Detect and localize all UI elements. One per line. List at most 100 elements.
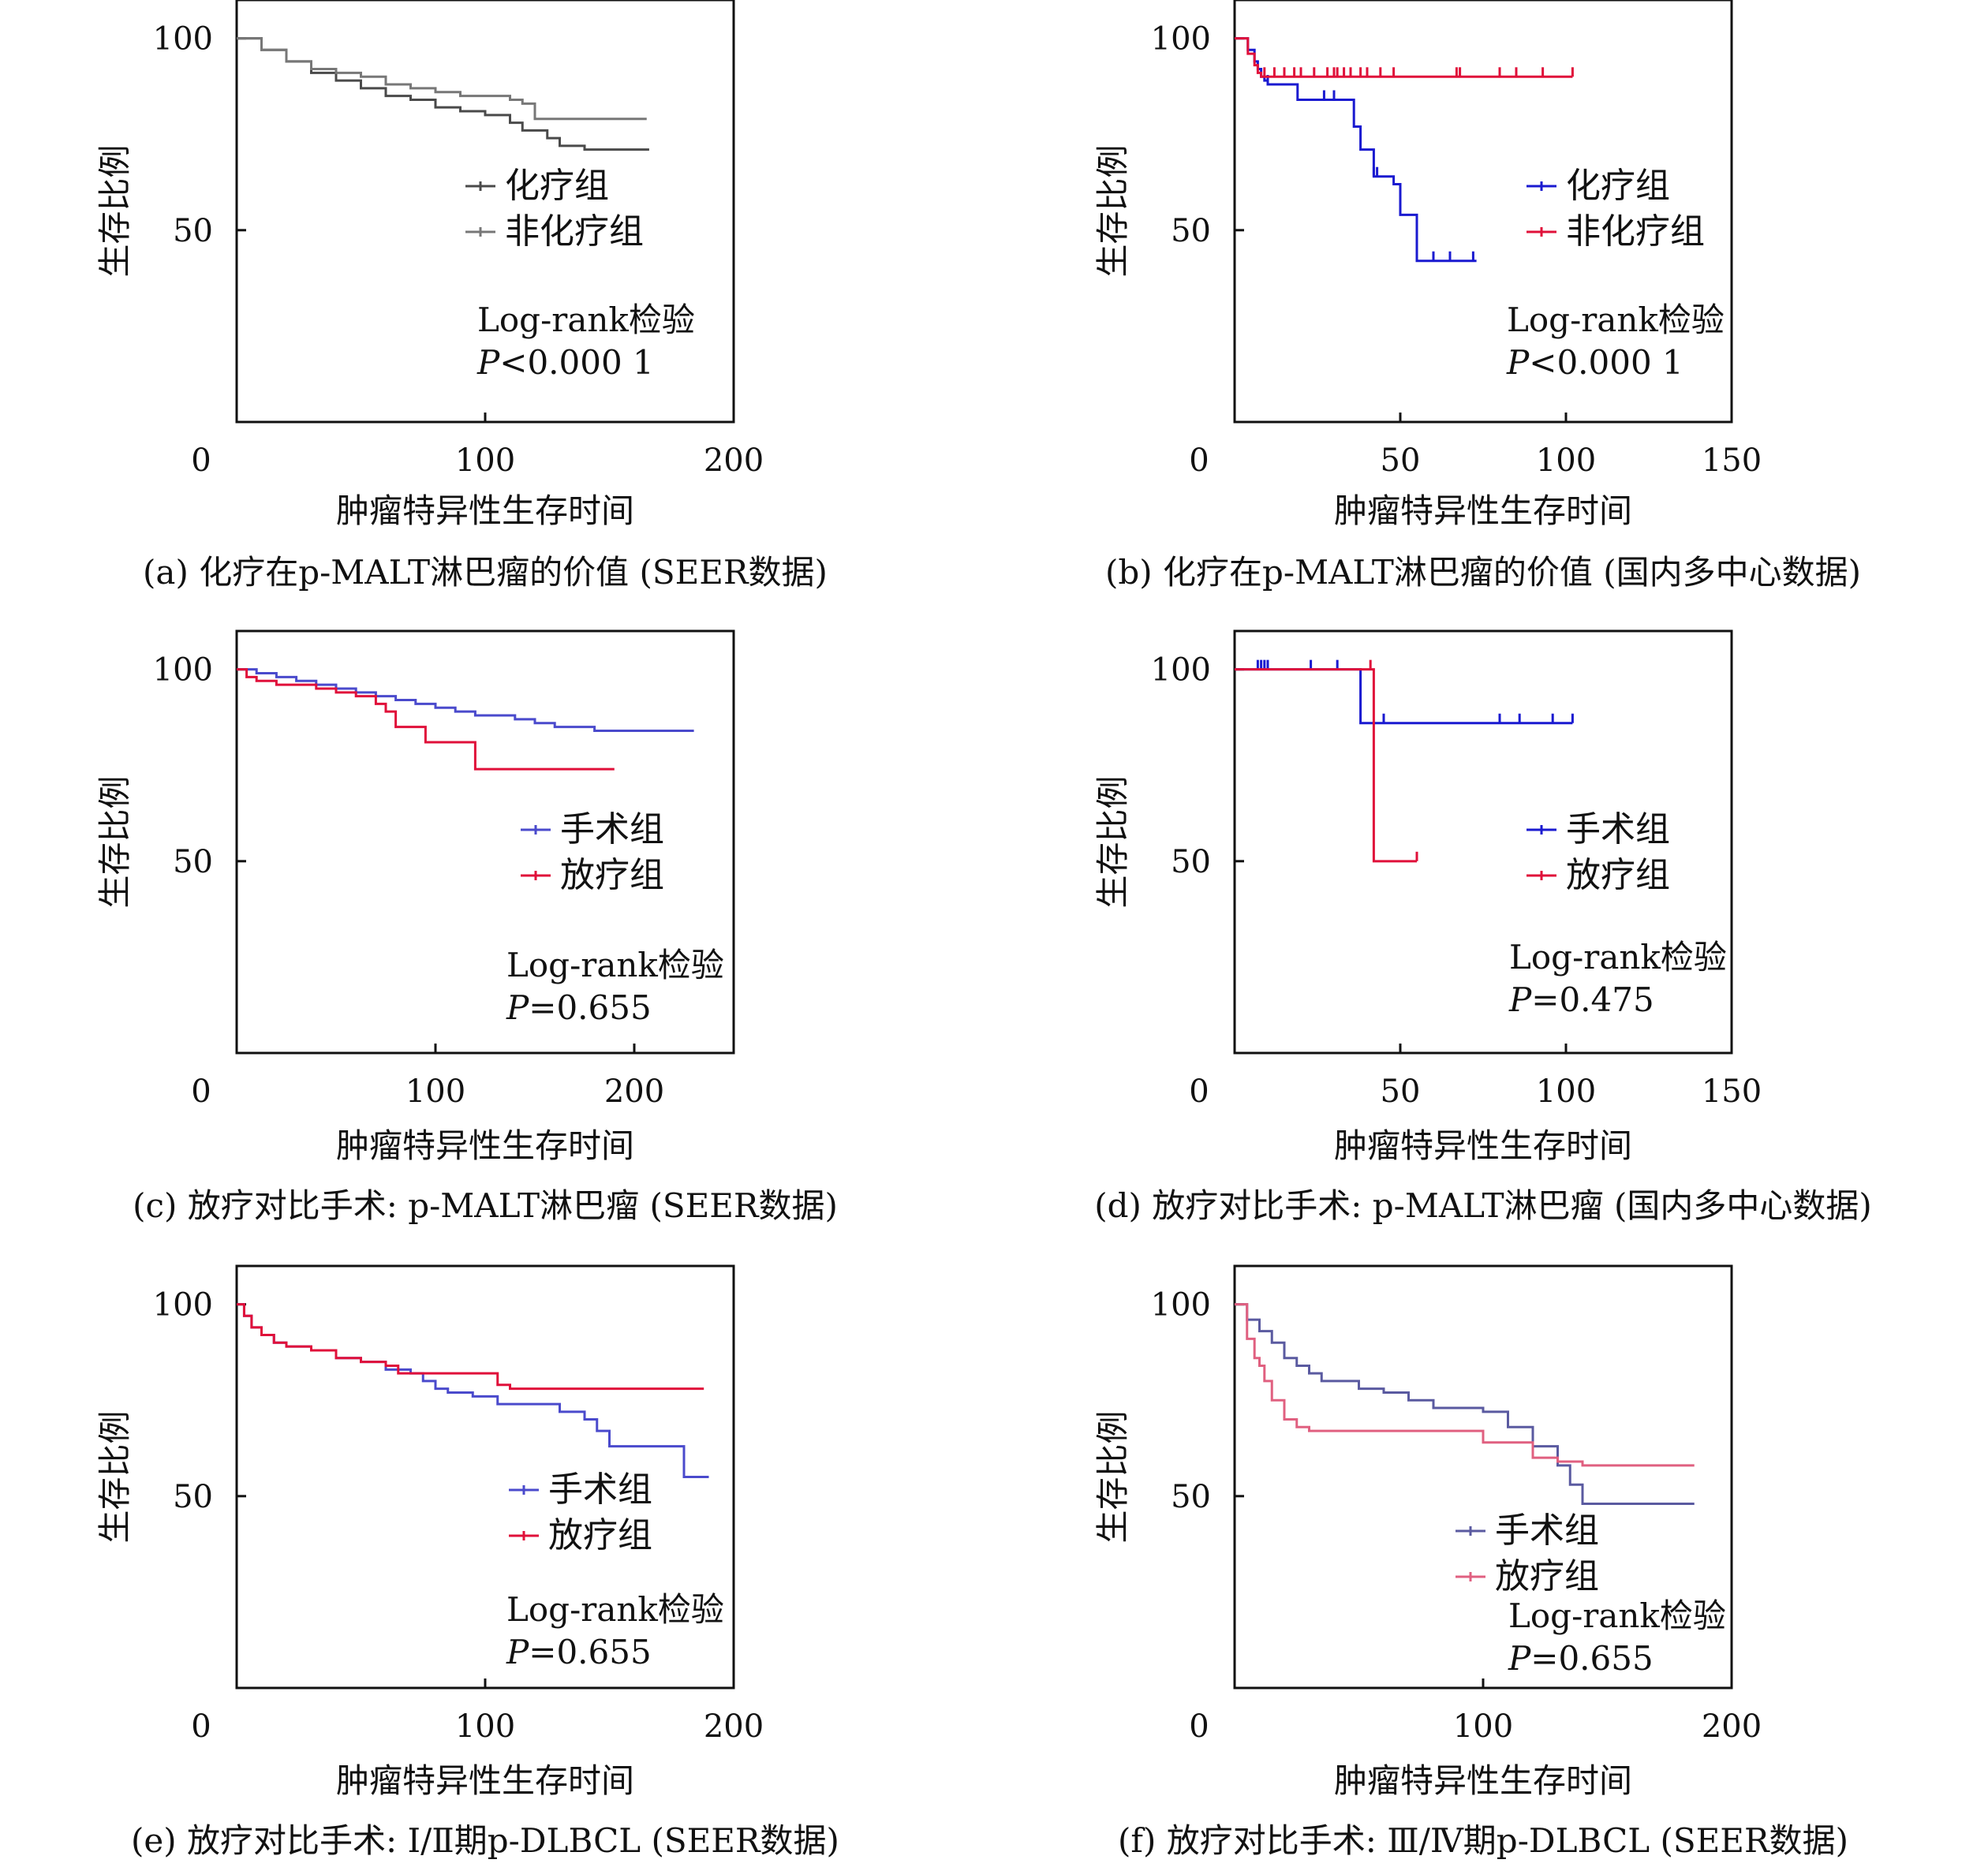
x-tick-label: 0 [1189,1708,1209,1745]
series-curve-0 [1235,668,1573,725]
x-tick-label: 0 [191,442,211,479]
series-curve-1 [1235,37,1573,78]
y-tick-label: 50 [173,844,213,880]
legend-label-0: 化疗组 [505,166,609,206]
legend-label-0: 手术组 [1495,1510,1599,1551]
x-axis-title: 肿瘤特异性生存时间 [1334,1126,1632,1165]
y-tick-label: 50 [173,213,213,249]
p-value-text: P=0.655 [1508,1639,1654,1678]
p-symbol: P [506,1633,529,1671]
y-tick-label: 100 [1151,1287,1211,1324]
y-tick-label: 50 [173,1479,213,1515]
p-value-text: P=0.655 [506,988,652,1027]
p-value: =0.655 [529,1633,651,1671]
x-tick-label: 100 [1453,1708,1513,1745]
plot-frame [235,629,735,1055]
y-axis-title: 生存比例 [95,1410,134,1543]
legend-label-1: 放疗组 [1495,1556,1599,1596]
y-axis-title: 生存比例 [95,144,134,277]
y-tick-label: 100 [153,652,213,689]
y-axis-title: 生存比例 [95,775,134,908]
series-curve-0 [237,37,649,151]
x-tick-label: 100 [1536,442,1596,479]
x-axis-title: 肿瘤特异性生存时间 [336,1761,634,1800]
x-axis-title: 肿瘤特异性生存时间 [336,1126,634,1165]
x-axis-title: 肿瘤特异性生存时间 [1334,1761,1632,1800]
panel-caption: (e) 放疗对比手术: Ⅰ/Ⅱ期p-DLBCL (SEER数据) [131,1821,839,1860]
p-value-text: P<0.000 1 [476,343,654,382]
legend-label-1: 放疗组 [548,1515,652,1555]
p-value: <0.000 1 [1529,343,1683,382]
p-symbol: P [1508,980,1532,1019]
legend-label-1: 非化疗组 [1566,211,1705,252]
series-curve-1 [237,668,615,771]
y-tick-label: 50 [1171,1479,1211,1515]
x-tick-label: 0 [1189,1074,1209,1110]
x-tick-label: 50 [1381,1074,1421,1110]
y-axis-title: 生存比例 [1093,775,1132,908]
plot-frame [1233,0,1733,424]
plot-frame [1233,629,1733,1055]
x-tick-label: 100 [1536,1074,1596,1110]
x-tick-label: 200 [1702,1708,1762,1745]
x-axis-title: 肿瘤特异性生存时间 [336,491,634,530]
y-tick-label: 100 [1151,21,1211,58]
panel-caption: (a) 化疗在p-MALT淋巴瘤的价值 (SEER数据) [143,553,828,592]
y-tick-label: 50 [1171,844,1211,880]
stat-test-label: Log-rank检验 [1507,301,1725,339]
series-curve-0 [237,1303,709,1478]
legend-label-1: 放疗组 [1566,855,1670,895]
p-symbol: P [1506,343,1530,382]
legend-label-0: 化疗组 [1566,166,1670,206]
stat-test-label: Log-rank检验 [1508,1596,1726,1635]
y-tick-label: 50 [1171,213,1211,249]
panel-caption: (f) 放疗对比手术: Ⅲ/Ⅳ期p-DLBCL (SEER数据) [1118,1821,1848,1860]
x-tick-label: 0 [191,1074,211,1110]
p-value-text: P<0.000 1 [1506,343,1683,382]
panel-caption: (d) 放疗对比手术: p-MALT淋巴瘤 (国内多中心数据) [1094,1186,1872,1225]
y-tick-label: 100 [153,1287,213,1324]
x-tick-label: 0 [191,1708,211,1745]
y-tick-label: 100 [153,21,213,58]
p-value: =0.655 [1530,1639,1653,1678]
p-value: <0.000 1 [499,343,654,382]
x-tick-label: 100 [455,1708,515,1745]
p-symbol: P [506,988,529,1027]
x-tick-label: 100 [405,1074,465,1110]
series-curve-1 [237,37,647,121]
x-tick-label: 150 [1702,1074,1762,1110]
legend-label-1: 非化疗组 [505,211,644,252]
series-curve-0 [237,668,694,732]
p-symbol: P [1508,1639,1531,1678]
legend-label-0: 手术组 [548,1469,652,1510]
x-tick-label: 200 [704,1708,764,1745]
stat-test-label: Log-rank检验 [1509,938,1727,976]
stat-test-label: Log-rank检验 [477,301,695,339]
x-tick-label: 200 [704,442,764,479]
y-axis-title: 生存比例 [1093,144,1132,277]
legend-label-0: 手术组 [1566,809,1670,849]
x-tick-label: 100 [455,442,515,479]
p-value: =0.655 [529,988,651,1027]
panel-caption: (b) 化疗在p-MALT淋巴瘤的价值 (国内多中心数据) [1105,553,1861,592]
x-axis-title: 肿瘤特异性生存时间 [1334,491,1632,530]
panel-caption: (c) 放疗对比手术: p-MALT淋巴瘤 (SEER数据) [133,1186,838,1225]
series-curve-1 [237,1303,704,1391]
x-tick-label: 50 [1381,442,1421,479]
legend-label-1: 放疗组 [560,855,664,895]
series-curve-0 [1235,37,1477,263]
panel-f: 0 100 200 50 100 肿瘤特异性生存时间 生存比例 手术组放疗组Log-rank检… [1093,1264,1848,1860]
p-value-text: P=0.475 [1508,980,1654,1019]
p-value: =0.475 [1531,980,1654,1019]
p-symbol: P [476,343,500,382]
stat-test-label: Log-rank检验 [506,946,724,984]
x-tick-label: 150 [1702,442,1762,479]
stat-test-label: Log-rank检验 [506,1590,724,1629]
series-curve-0 [1235,1303,1695,1506]
x-tick-label: 200 [604,1074,664,1110]
